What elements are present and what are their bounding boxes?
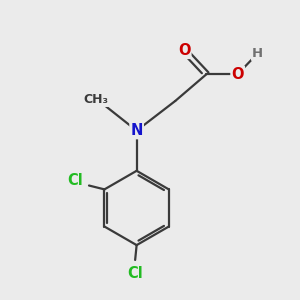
Text: N: N (130, 123, 143, 138)
Text: H: H (252, 47, 263, 60)
Text: CH₃: CH₃ (83, 93, 108, 106)
Text: O: O (178, 43, 190, 58)
Text: O: O (231, 67, 244, 82)
Text: Cl: Cl (127, 266, 143, 281)
Text: Cl: Cl (68, 173, 83, 188)
